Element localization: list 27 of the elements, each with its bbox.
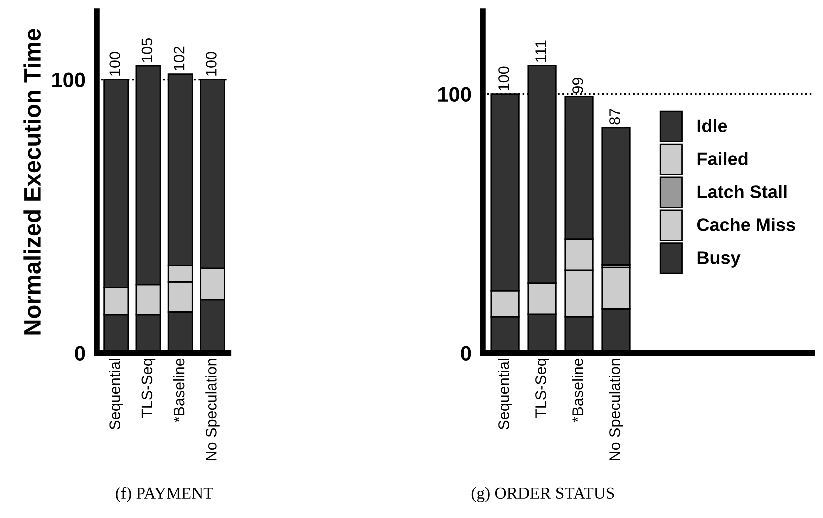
- x-tick-label: No Speculation: [206, 359, 220, 460]
- x-tick-label: Sequential: [109, 359, 124, 430]
- y-axis-title: Normalized Execution Time: [24, 29, 42, 335]
- y-tick-label: 0: [461, 346, 472, 362]
- total-label: 99: [572, 78, 584, 94]
- x-tick-label: TLS-Seq: [142, 359, 156, 418]
- text: (g) ORDER STATUS: [472, 487, 614, 502]
- total-label: 100: [206, 52, 217, 76]
- legend-label: Idle: [698, 119, 728, 133]
- x-tick-label: Sequential: [498, 359, 512, 430]
- x-tick-label: *Baseline: [572, 358, 584, 422]
- y-tick-label: 0: [75, 346, 86, 362]
- text: (f) PAYMENT: [116, 487, 214, 502]
- legend-label: Busy: [698, 252, 741, 268]
- total-label: 102: [174, 46, 185, 70]
- total-label: 100: [498, 66, 510, 91]
- legend-label: Latch Stall: [698, 185, 787, 198]
- legend-label: Failed: [698, 152, 748, 166]
- total-label: 87: [610, 109, 620, 125]
- x-tick-label: *Baseline: [174, 358, 185, 422]
- total-label: 111: [536, 40, 546, 62]
- legend-label: Cache Miss: [697, 218, 796, 232]
- total-label: 105: [142, 38, 153, 62]
- x-tick-label: No Speculation: [609, 359, 624, 460]
- x-tick-label: TLS-Seq: [536, 359, 550, 418]
- bar: [602, 127, 631, 266]
- total-label: 100: [110, 52, 120, 76]
